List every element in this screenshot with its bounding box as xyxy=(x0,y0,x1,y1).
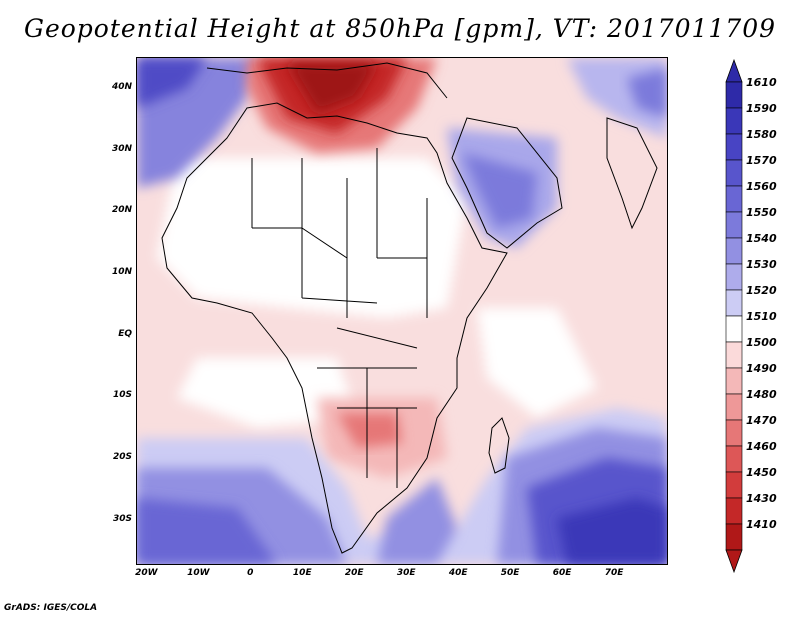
colorbar-swatch xyxy=(725,159,743,187)
colorbar-swatch xyxy=(725,471,743,499)
colorbar-swatch xyxy=(725,81,743,109)
lat-tick-label: 20S xyxy=(112,452,132,463)
colorbar-swatch xyxy=(725,367,743,395)
colorbar-swatch xyxy=(725,523,743,551)
lon-tick-label: 10E xyxy=(292,568,312,578)
colorbar-swatch xyxy=(725,237,743,265)
colorbar-level-label: 1530 xyxy=(746,258,777,271)
lat-tick-label: EQ xyxy=(118,328,132,339)
colorbar: 1610 1590 1580 1570 1560 1550 1540 1530 1520 1510… xyxy=(725,58,777,574)
map-frame xyxy=(136,57,668,565)
lon-tick-label: 0 xyxy=(247,568,254,578)
colorbar-swatch xyxy=(725,263,743,291)
colorbar-level-label: 1540 xyxy=(746,232,777,245)
colorbar-level-label: 1430 xyxy=(746,492,777,505)
lon-tick-label: 50E xyxy=(500,568,520,578)
colorbar-swatch xyxy=(725,107,743,135)
lat-tick-label: 40N xyxy=(111,81,132,92)
colorbar-level-label: 1500 xyxy=(746,336,777,349)
lat-tick-label: 30N xyxy=(111,143,132,154)
colorbar-underflow-triangle xyxy=(725,549,743,574)
colorbar-level-label: 1470 xyxy=(746,414,777,427)
lon-tick-label: 20E xyxy=(344,568,364,578)
colorbar-swatch xyxy=(725,419,743,447)
colorbar-level-label: 1570 xyxy=(746,154,777,167)
colorbar-level-label: 1560 xyxy=(746,180,777,193)
colorbar-level-label: 1490 xyxy=(746,362,777,375)
geopotential-field xyxy=(137,58,667,564)
colorbar-swatch xyxy=(725,133,743,161)
lon-tick-label: 20W xyxy=(135,568,158,578)
colorbar-overflow-triangle xyxy=(725,58,743,83)
credit-text: GrADS: IGES/COLA xyxy=(4,603,98,613)
lon-tick-label: 60E xyxy=(552,568,572,578)
colorbar-level-label: 1410 xyxy=(746,518,777,531)
colorbar-swatch xyxy=(725,497,743,525)
lat-tick-label: 10N xyxy=(111,266,132,277)
colorbar-level-label: 1520 xyxy=(746,284,777,297)
colorbar-level-label: 1460 xyxy=(746,440,777,453)
colorbar-level-label: 1590 xyxy=(746,102,777,115)
map-canvas xyxy=(137,58,667,564)
colorbar-swatch xyxy=(725,341,743,369)
colorbar-swatch xyxy=(725,315,743,343)
colorbar-level-label: 1550 xyxy=(746,206,777,219)
colorbar-swatch xyxy=(725,289,743,317)
colorbar-swatch xyxy=(725,393,743,421)
lon-tick-label: 70E xyxy=(604,568,624,578)
colorbar-level-label: 1480 xyxy=(746,388,777,401)
lat-tick-label: 20N xyxy=(111,205,132,216)
colorbar-level-label: 1580 xyxy=(746,128,777,141)
colorbar-level-label: 1510 xyxy=(746,310,777,323)
lon-tick-label: 30E xyxy=(396,568,416,578)
colorbar-level-label: 1610 xyxy=(746,76,777,89)
lon-tick-label: 40E xyxy=(448,568,468,578)
chart-title: Geopotential Height at 850hPa [gpm], VT:… xyxy=(23,14,777,43)
lon-tick-label: 10W xyxy=(187,568,210,578)
lat-tick-label: 30S xyxy=(112,513,132,524)
colorbar-level-label: 1450 xyxy=(746,466,777,479)
coastlines-and-borders xyxy=(161,62,658,554)
lat-tick-label: 10S xyxy=(112,390,132,401)
colorbar-swatch xyxy=(725,185,743,213)
colorbar-swatch xyxy=(725,445,743,473)
colorbar-swatch xyxy=(725,211,743,239)
